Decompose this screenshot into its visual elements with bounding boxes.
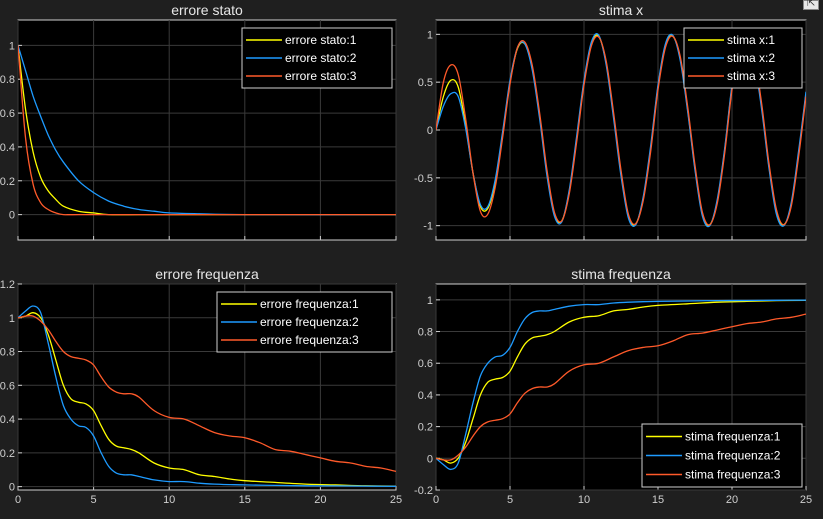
legend-label: stima frequenza:3 [685,468,781,482]
y-tick-label: -0.5 [414,173,433,185]
y-tick-label: -0.2 [414,485,433,497]
x-tick-label: 20 [314,494,326,506]
axes-3: 0 5 10 15 20 25 0 0.2 0.4 0.6 0.8 1 1.2 errore freque… [0,266,402,506]
legend-label: stima frequenza:2 [685,449,781,463]
axes-1: 0 0.2 0.4 0.6 0.8 1 errore stato errore stato:1… [0,2,397,241]
y-tick-label: 0.6 [0,380,15,392]
y-tick-label: 0.2 [0,448,15,460]
y-tick-label: 0.8 [0,74,15,86]
y-tick-label: 0.4 [418,390,433,402]
y-tick-label: 1.2 [0,279,15,291]
legend-label: errore stato:2 [285,51,357,65]
y-tick-label: 1 [9,313,15,325]
y-tick-label: 0.8 [418,327,433,339]
series-line-2 [18,45,396,216]
y-tick-label: 0.2 [0,176,15,188]
legend-label: stima x:3 [727,69,775,83]
x-tick-label: 15 [652,494,664,506]
legend: errore frequenza:1 errore frequenza:2 erro… [216,291,393,353]
y-tick-label: 0.6 [418,358,433,370]
x-tick-label: 25 [390,494,402,506]
export-button[interactable]: ⇱ [803,0,819,10]
legend-label: stima x:1 [727,33,775,47]
legend: errore stato:1 errore stato:2 errore stato… [241,27,393,89]
y-tick-label: 1 [9,40,15,52]
series-line-1 [18,312,396,487]
x-tick-label: 10 [578,494,590,506]
chart-title: stima x [599,2,643,18]
legend-label: errore frequenza:1 [260,297,359,311]
legend-label: stima x:2 [727,51,775,65]
x-tick-label: 5 [91,494,97,506]
legend: stima frequenza:1 stima frequenza:2 stima … [641,423,803,488]
legend-label: errore frequenza:2 [260,315,359,329]
x-tick-label: 0 [15,494,21,506]
y-tick-label: -1 [423,221,433,233]
chart-title: errore stato [171,2,243,18]
legend: stima x:1 stima x:2 stima x:3 [683,27,803,89]
x-tick-label: 15 [239,494,251,506]
series-line-2 [436,299,806,471]
x-tick-label: 0 [433,494,439,506]
x-tick-label: 20 [726,494,738,506]
y-tick-label: 0.5 [418,77,433,89]
y-tick-label: 0 [9,210,15,222]
y-tick-label: 0.2 [418,422,433,434]
y-tick-label: 1 [427,295,433,307]
legend-label: errore stato:3 [285,69,357,83]
legend-label: errore stato:1 [285,33,357,47]
y-tick-label: 0.6 [0,108,15,120]
y-tick-label: 0 [427,453,433,465]
x-tick-label: 10 [163,494,175,506]
y-tick-label: 0 [427,125,433,137]
y-tick-label: 0 [9,482,15,494]
series-line-2 [18,305,396,487]
x-tick-label: 25 [800,494,812,506]
x-tick-label: 5 [507,494,513,506]
chart-title: stima frequenza [571,266,671,282]
legend-label: errore frequenza:3 [260,333,359,347]
export-arrow-icon: ⇱ [807,0,816,9]
y-tick-label: 0.4 [0,414,15,426]
legend-label: stima frequenza:1 [685,430,781,444]
y-tick-label: 0.8 [0,347,15,359]
y-tick-label: 0.4 [0,142,15,154]
series-line-3 [436,313,806,461]
chart-title: errore frequenza [155,266,259,282]
series-line-3 [18,45,396,216]
series-line-3 [18,314,396,473]
series-line-1 [436,299,806,464]
y-tick-label: 1 [427,29,433,41]
